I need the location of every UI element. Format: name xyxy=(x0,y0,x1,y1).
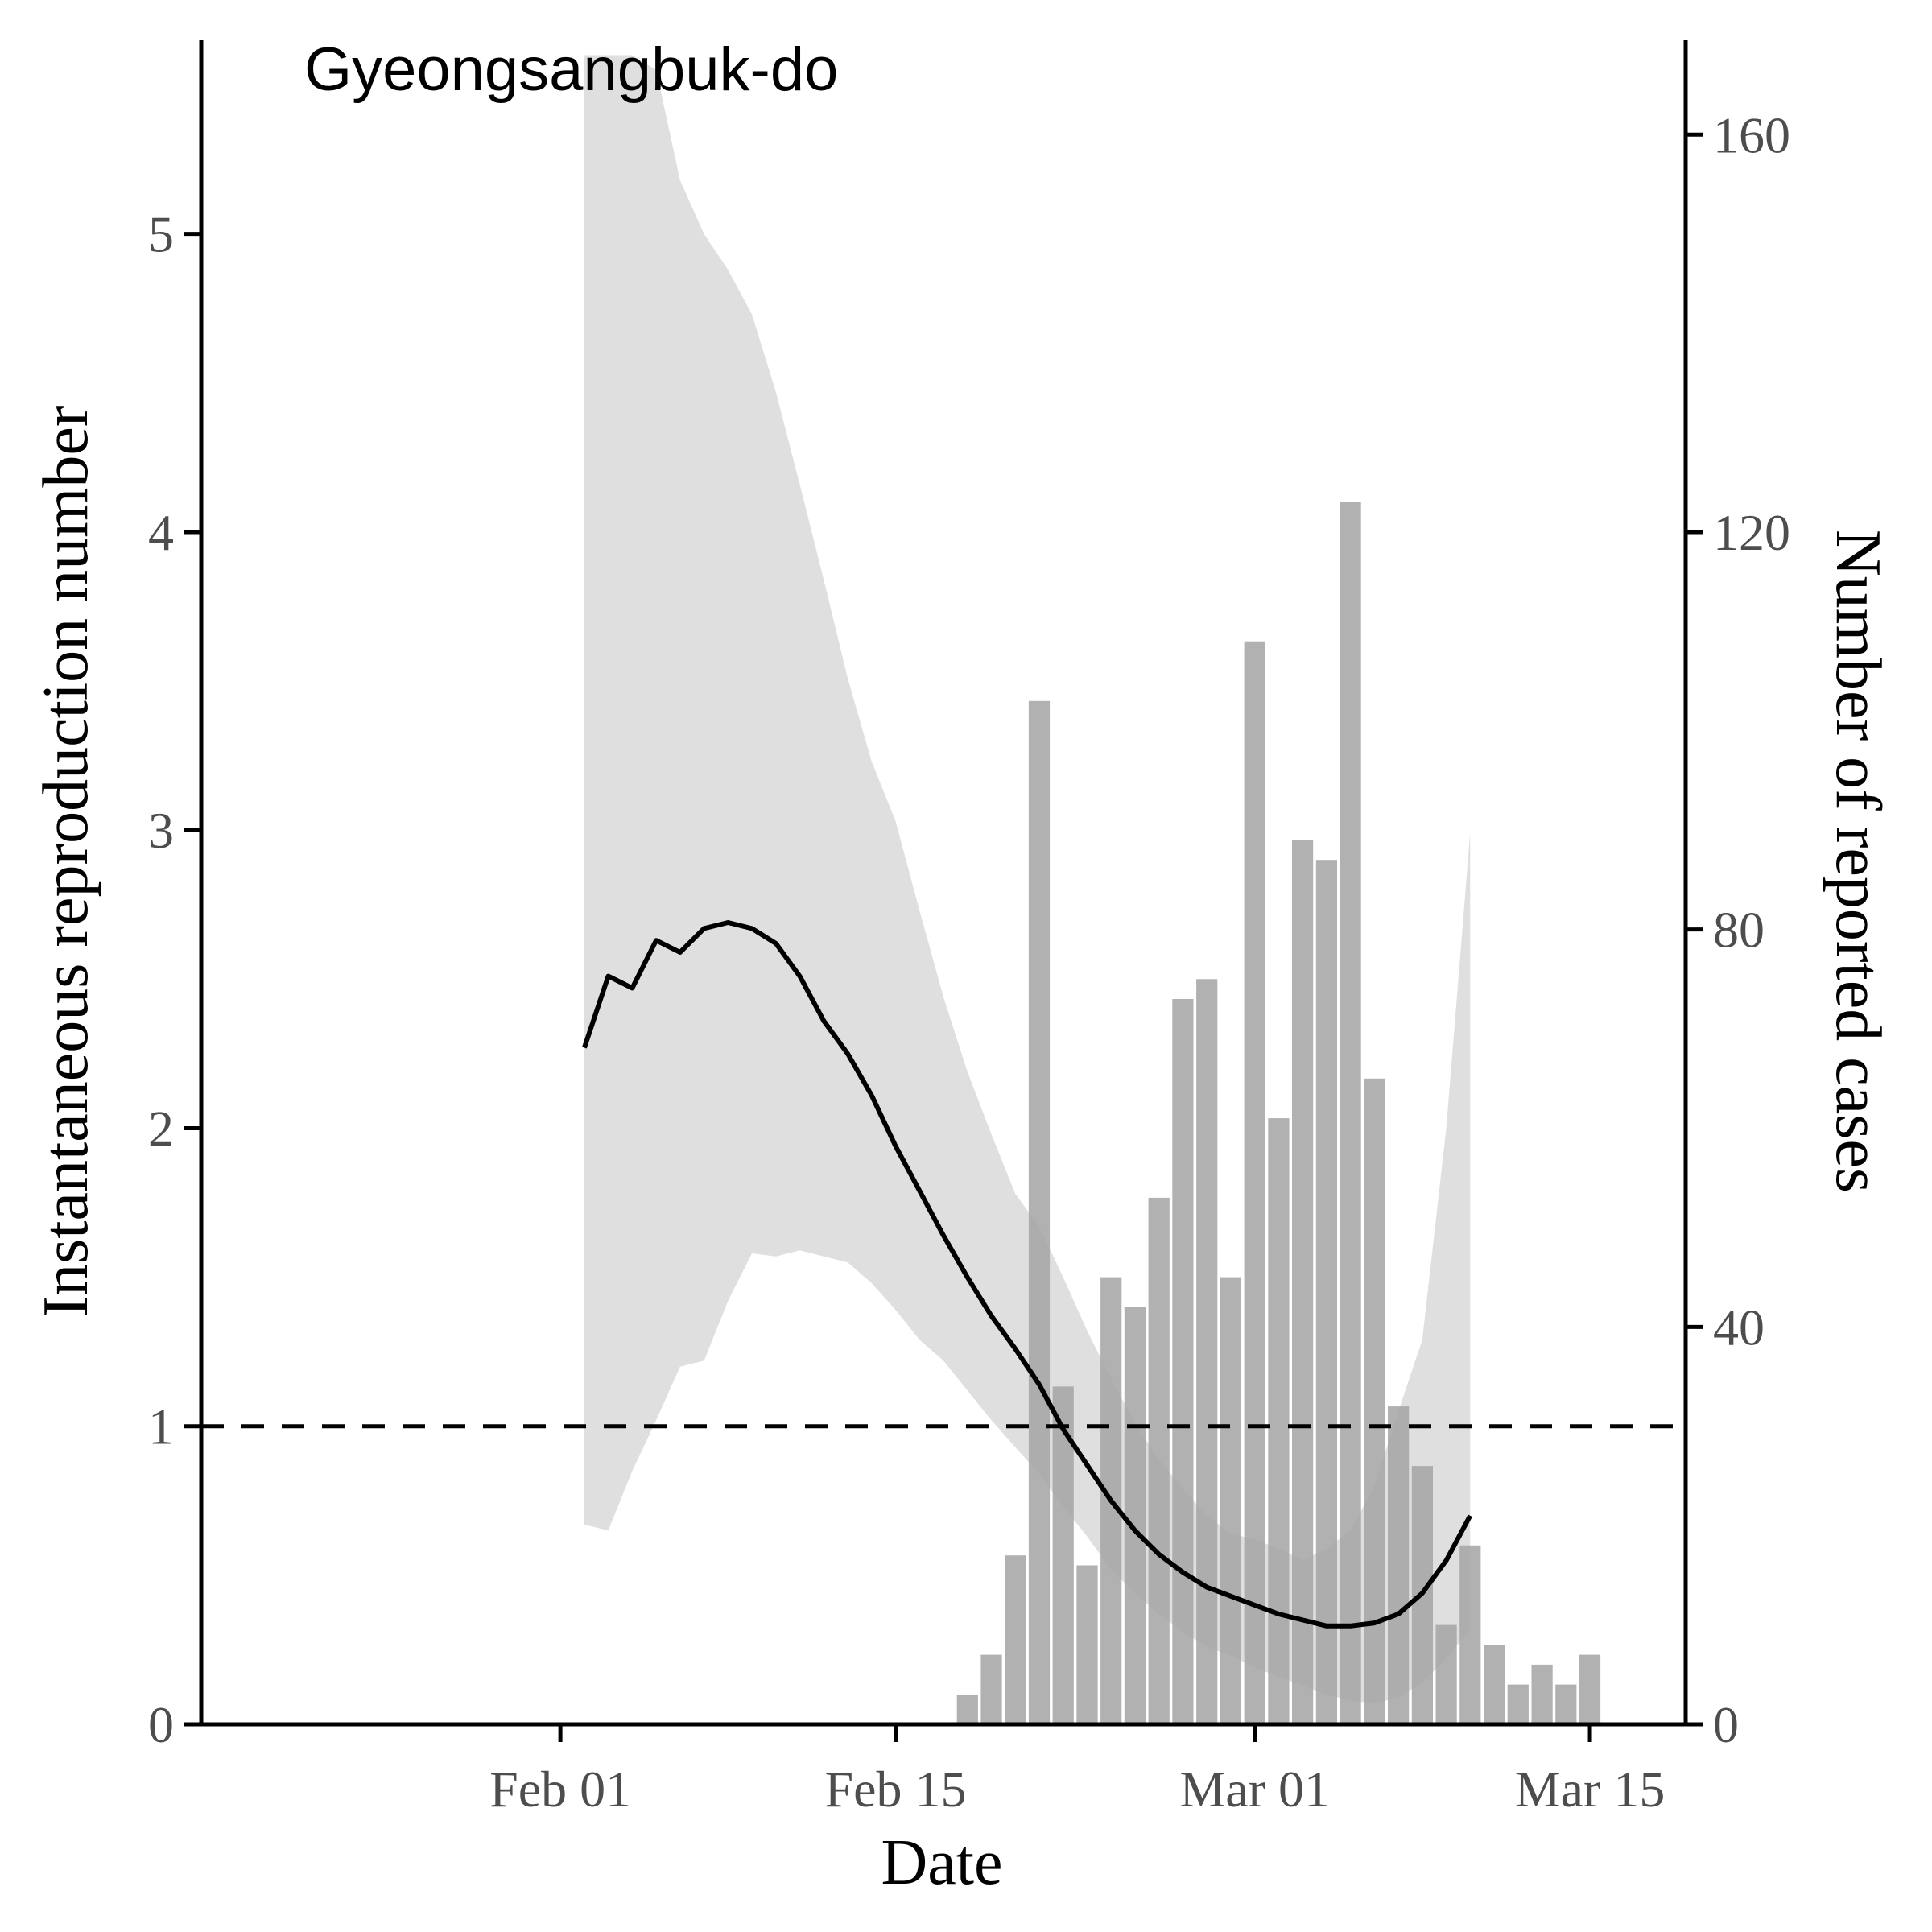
rt-confidence-band xyxy=(584,55,1471,1704)
rt-mean-line xyxy=(582,920,1472,1629)
y-right-tick-label: 0 xyxy=(1713,1696,1739,1753)
case-bar xyxy=(1579,1654,1601,1724)
y-right-tick-label: 40 xyxy=(1713,1298,1765,1356)
case-bar xyxy=(1388,1406,1410,1724)
case-bar xyxy=(1124,1307,1146,1724)
x-tick-label: Feb 01 xyxy=(489,1761,631,1818)
panel-title: Gyeongsangbuk-do xyxy=(304,35,838,104)
case-bar xyxy=(1484,1645,1505,1724)
y-left-tick-label: 1 xyxy=(148,1398,174,1455)
y-right-tick-label: 160 xyxy=(1713,106,1790,163)
case-bar xyxy=(980,1654,1002,1724)
x-tick-label: Feb 15 xyxy=(825,1761,967,1818)
case-bar xyxy=(1340,502,1361,1724)
case-bar xyxy=(956,1695,978,1724)
case-bar xyxy=(1076,1565,1098,1724)
y-right-tick-label: 120 xyxy=(1713,504,1790,561)
y-left-tick-label: 5 xyxy=(148,206,174,263)
case-bar xyxy=(1507,1684,1529,1724)
case-bar xyxy=(1435,1624,1457,1724)
y-left-tick-label: 4 xyxy=(148,504,174,561)
case-bar xyxy=(1364,1078,1385,1724)
case-bar xyxy=(1028,700,1051,1724)
case-bar xyxy=(1244,641,1265,1725)
case-bar xyxy=(1220,1277,1241,1724)
case-bar xyxy=(1315,860,1337,1724)
case-bar xyxy=(1531,1664,1553,1724)
case-bar xyxy=(1555,1684,1577,1724)
case-bar xyxy=(1292,840,1314,1724)
x-axis-title: Date xyxy=(881,1827,1002,1898)
case-bar xyxy=(1196,979,1218,1724)
x-tick-label: Mar 01 xyxy=(1179,1761,1330,1818)
y-left-tick-label: 0 xyxy=(148,1696,174,1753)
case-bar xyxy=(1005,1555,1026,1724)
y-left-tick-label: 3 xyxy=(148,802,174,859)
axes-layer: 0 1 2 3 4 5 0 40 80 120 160 Feb 01 Feb 15 Mar 01 Mar 1… xyxy=(148,40,1790,1818)
y-left-tick-label: 2 xyxy=(148,1100,174,1157)
case-bars-layer xyxy=(956,502,1601,1725)
x-tick-label: Mar 15 xyxy=(1515,1761,1666,1818)
case-bar xyxy=(1459,1545,1481,1724)
y-right-tick-label: 80 xyxy=(1713,902,1765,959)
case-bar xyxy=(1268,1118,1290,1724)
case-bar xyxy=(1172,999,1194,1724)
case-bar xyxy=(1148,1197,1170,1724)
rt-confidence-band-layer xyxy=(584,55,1471,1704)
rt-line-layer xyxy=(582,920,1472,1629)
y-axis-left-title: Instantaneous reproduction number xyxy=(31,405,101,1317)
y-axis-right-title: Number of reported cases xyxy=(1823,530,1893,1193)
